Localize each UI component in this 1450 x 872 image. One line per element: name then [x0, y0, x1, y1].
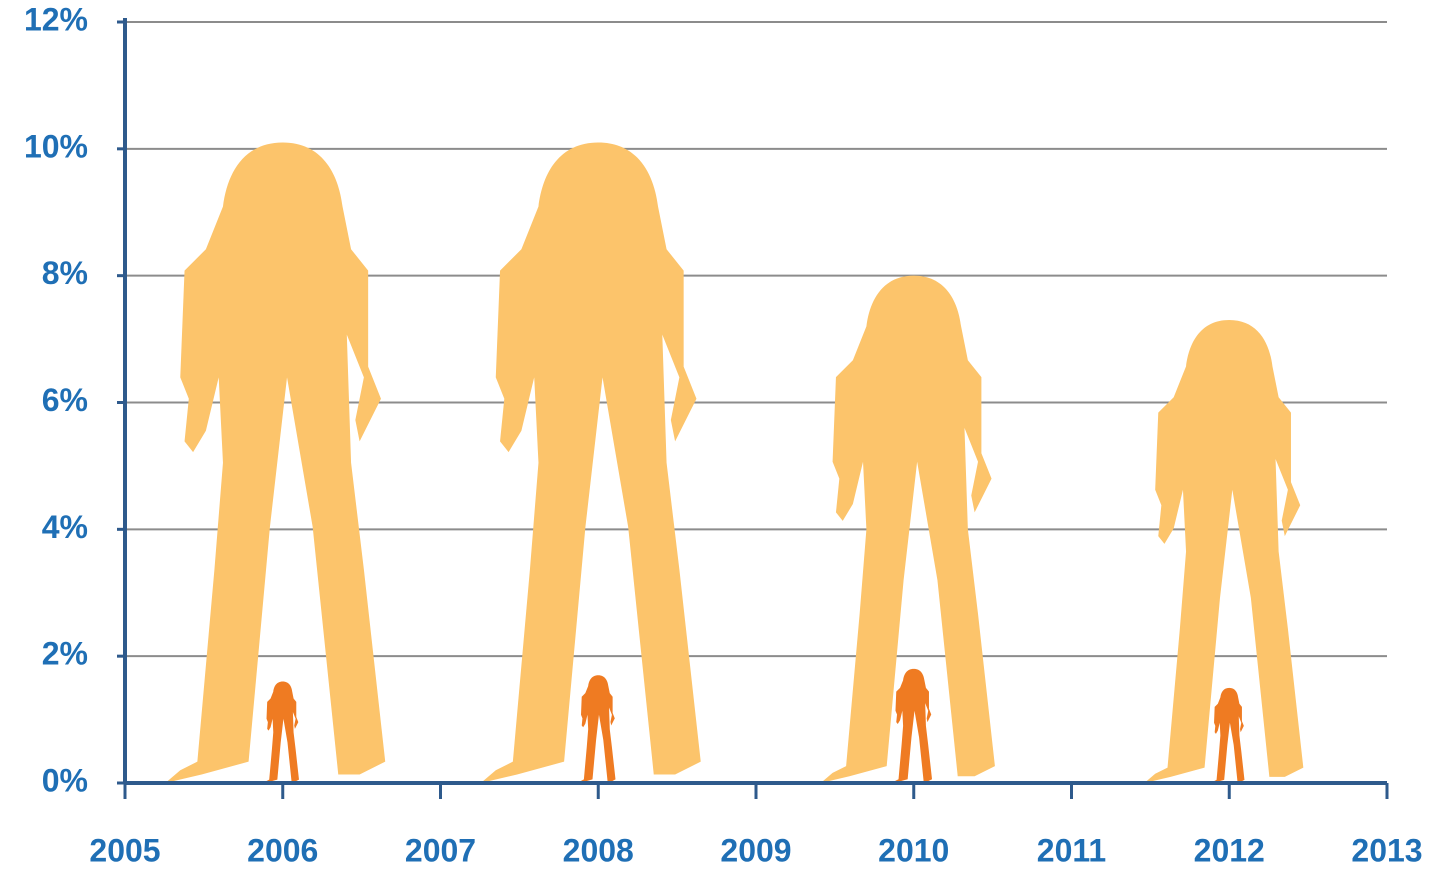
x-tick-label: 2011 — [1037, 832, 1106, 868]
y-tick-label: 6% — [42, 382, 88, 418]
x-tick-label: 2012 — [1194, 832, 1265, 868]
figure — [893, 669, 932, 783]
x-tick-label: 2007 — [405, 832, 476, 868]
chart: 0% 2% 4% 6% 8% 10% 12% 2005 2006 2007 2008 2009 2010… — [0, 0, 1450, 872]
y-tick-label: 12% — [24, 1, 88, 37]
x-tick-label: 2006 — [247, 832, 318, 868]
y-tick-label: 10% — [24, 128, 88, 164]
y-tick-label: 0% — [42, 762, 88, 798]
x-tick-label: 2013 — [1351, 832, 1422, 868]
figure — [1212, 688, 1245, 783]
x-tick-label: 2010 — [878, 832, 949, 868]
y-tick-label: 4% — [42, 509, 88, 545]
figure — [578, 675, 615, 783]
y-tick-label: 8% — [42, 255, 88, 291]
figure — [264, 682, 299, 783]
x-tick-label: 2005 — [89, 832, 160, 868]
y-tick-label: 2% — [42, 636, 88, 672]
x-tick-label: 2009 — [720, 832, 791, 868]
x-tick-label: 2008 — [563, 832, 634, 868]
